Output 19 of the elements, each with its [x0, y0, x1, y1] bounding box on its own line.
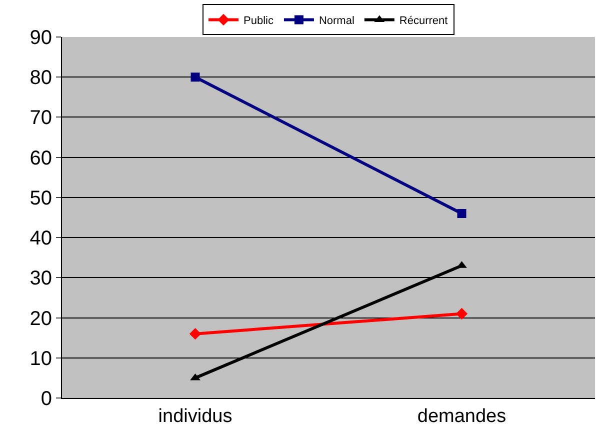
y-tick-label: 50	[30, 187, 52, 210]
y-tick-label: 0	[40, 388, 52, 410]
point	[190, 72, 200, 82]
point	[189, 328, 202, 340]
legend-label: Public	[244, 14, 274, 27]
y-tick-label: 40	[30, 228, 52, 250]
legend-label: Récurrent	[399, 14, 448, 27]
y-tick-label: 70	[30, 107, 52, 130]
point	[457, 208, 466, 218]
y-tick-label: 80	[30, 67, 52, 90]
y-tick-label: 20	[30, 308, 52, 330]
x-tick-label: demandes	[417, 406, 506, 427]
x-tick-label: individus	[158, 406, 232, 427]
y-tick-label: 60	[30, 147, 52, 170]
y-tick-label: 30	[30, 268, 52, 290]
legend-label: Normal	[318, 14, 354, 27]
y-tick-label: 10	[30, 348, 52, 370]
y-tick-label: 90	[30, 27, 52, 49]
point	[456, 308, 468, 320]
